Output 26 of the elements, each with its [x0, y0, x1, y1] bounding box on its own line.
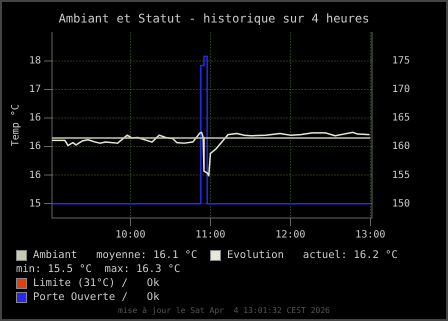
y-tick-label: 15 — [28, 198, 42, 210]
text: moyenne: 16.1 °C — [96, 249, 198, 261]
y2-tick-label: 155 — [392, 170, 410, 181]
legend-label: Limite (31°C) / Ok — [32, 277, 160, 289]
x-tick-label: 13:00 — [355, 230, 386, 241]
y-tick-label: 18 — [28, 56, 42, 67]
legend-label: Ambiant — [32, 249, 78, 261]
y-tick-label: 16 — [28, 112, 42, 124]
y-tick-label: 16 — [28, 141, 42, 152]
y-tick-label: 17 — [28, 84, 42, 96]
legend-label: Porte Ouverte / Ok — [32, 291, 160, 303]
text: min: 15.5 °C max: 16.3 °C — [16, 263, 180, 275]
y-tick-label: 16 — [28, 170, 42, 181]
y2-tick-label: 150 — [392, 198, 410, 210]
x-tick-label: 10:00 — [115, 230, 146, 241]
legend-label: Evolution — [226, 249, 284, 261]
text: mise à jour le Sat Apr 4 13:01:32 CEST 2026 — [117, 306, 331, 315]
y2-tick-label: 170 — [392, 84, 410, 96]
y-axis-title: Temp °C — [10, 104, 22, 146]
x-tick-label: 11:00 — [195, 230, 226, 241]
y2-tick-label: 160 — [392, 141, 410, 152]
y2-tick-label: 175 — [392, 56, 410, 67]
chart-title: Ambiant et Statut - historique sur 4 heures — [58, 11, 370, 26]
text: actuel: 16.2 °C — [302, 249, 398, 261]
x-tick-label: 12:00 — [275, 230, 306, 241]
y2-tick-label: 165 — [392, 112, 410, 124]
